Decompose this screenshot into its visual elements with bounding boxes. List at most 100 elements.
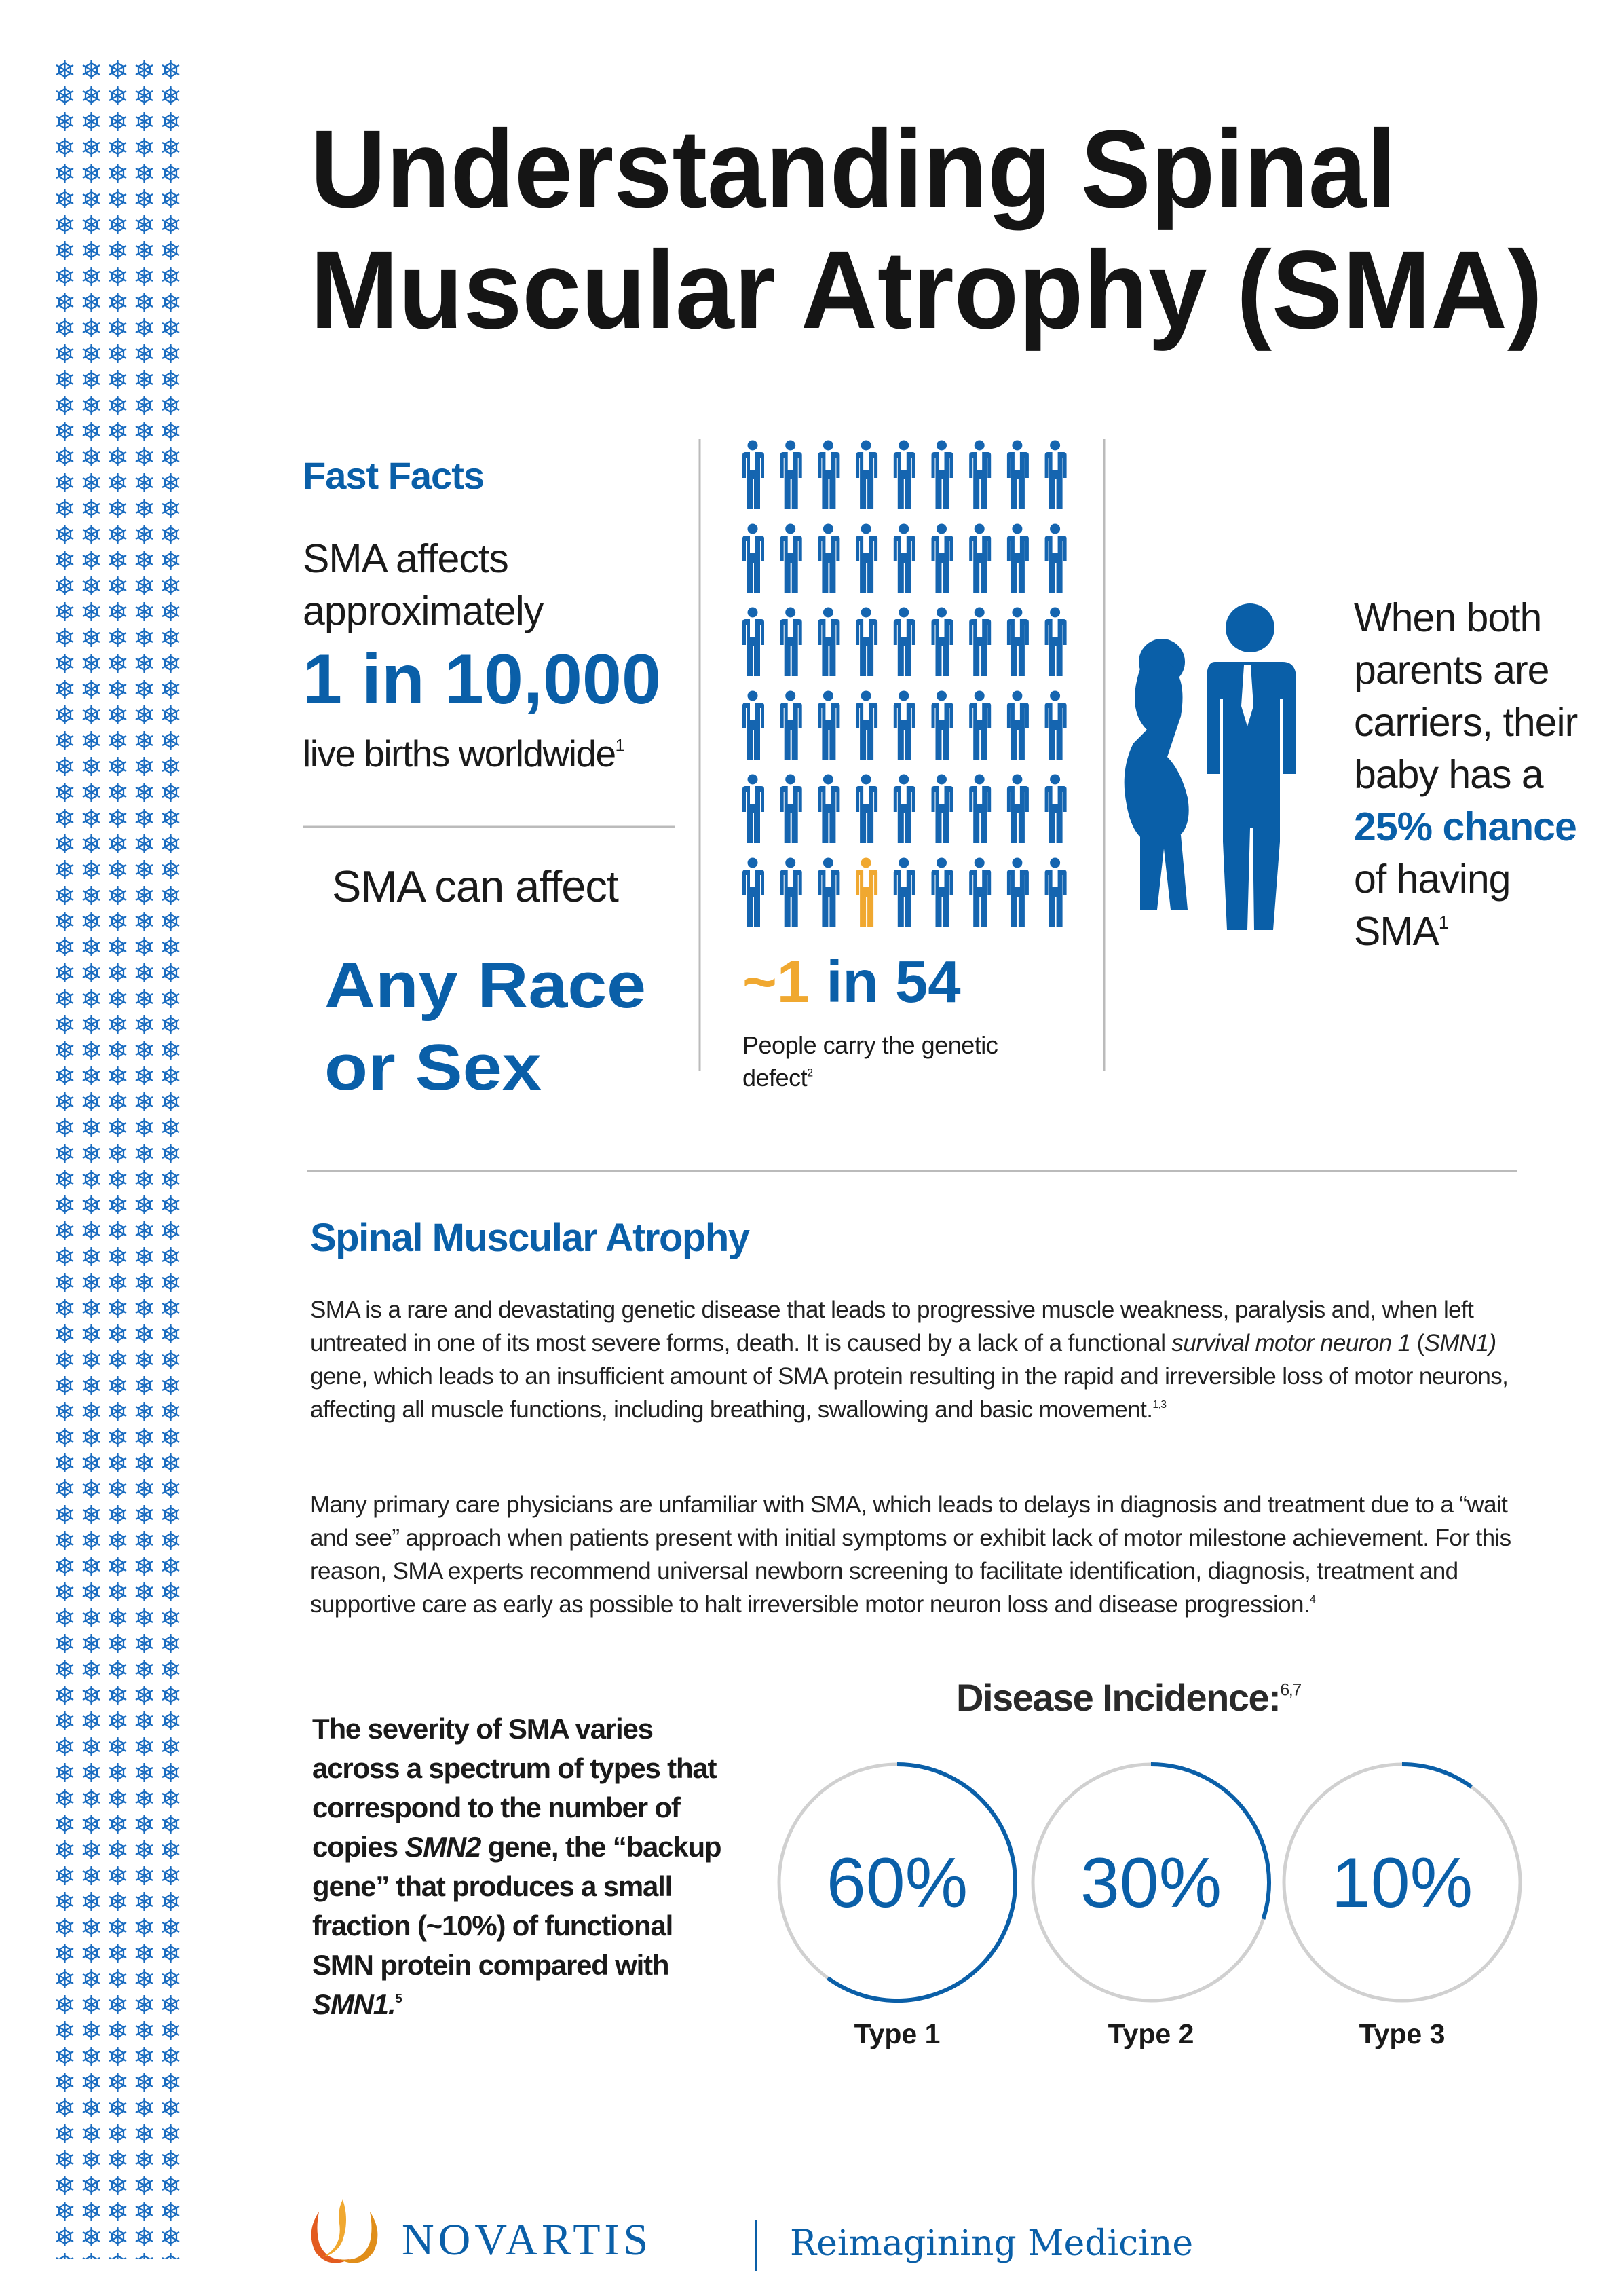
person-icon	[893, 607, 915, 676]
title-line: Muscular Atrophy (SMA)	[310, 227, 1543, 352]
logo-mark	[311, 2199, 378, 2263]
text: gene, which leads to an insufficient amo…	[310, 1363, 1509, 1423]
person-icon	[1044, 607, 1067, 676]
person-icon	[818, 690, 840, 760]
person-icon	[742, 607, 764, 676]
person-icon	[969, 690, 992, 760]
person-icon	[856, 607, 878, 676]
person-icon	[856, 523, 878, 593]
stat-highlight: ~1	[742, 949, 810, 1015]
ref: 1	[615, 737, 625, 756]
person-icon	[856, 440, 878, 509]
person-icon	[742, 523, 764, 593]
title-line: Understanding Spinal	[310, 107, 1396, 231]
text: SMN1)	[1424, 1330, 1497, 1356]
brand: NOVARTIS	[402, 2215, 653, 2265]
text: The severity of SMA varies across a spec…	[312, 1713, 717, 1863]
stat: or Sex	[324, 1031, 542, 1104]
fact-text: SMA affects approximately	[303, 533, 544, 637]
person-icon	[780, 523, 802, 593]
stat-rest: in 54	[810, 949, 960, 1015]
person-icon	[931, 607, 953, 676]
person-icon	[931, 440, 953, 509]
stat: 1 in 10,000	[303, 640, 661, 719]
person-icon	[1044, 440, 1067, 509]
pattern-strip	[52, 59, 184, 2259]
person-icon	[1044, 774, 1067, 843]
value-label: 60%	[827, 1844, 968, 1922]
person-icon	[1006, 690, 1029, 760]
person-icon	[893, 523, 915, 593]
text: Many primary care physicians are unfamil…	[310, 1491, 1511, 1618]
ring-arc	[826, 1762, 1018, 2003]
person-icon	[742, 857, 764, 927]
person-icon	[780, 607, 802, 676]
person-icon	[969, 440, 992, 509]
caption: live births worldwide	[303, 732, 616, 775]
reach-lead: SMA can affect	[332, 861, 619, 911]
value-label: 30%	[1080, 1844, 1222, 1922]
severity-text: The severity of SMA varies across a spec…	[312, 1709, 733, 2024]
parents-illustration	[1124, 603, 1296, 930]
ref: 5	[395, 1992, 402, 2006]
text: gene, the “backup gene” that produces a …	[312, 1831, 722, 1981]
person-icon	[969, 607, 992, 676]
text: survival motor neuron 1	[1171, 1330, 1412, 1356]
category-label: Type 2	[1108, 2018, 1194, 2049]
person-icon	[1044, 857, 1067, 927]
text: SMA is a rare and devastating genetic di…	[310, 1297, 1474, 1356]
person-icon	[742, 440, 764, 509]
person-icon	[818, 523, 840, 593]
category-label: Type 1	[854, 2018, 941, 2049]
person-icon	[969, 523, 992, 593]
fact-line: SMA affects	[303, 536, 509, 581]
person-icon	[1006, 523, 1029, 593]
carrier-caption: People carry the genetic defect2	[742, 1029, 1041, 1094]
person-icon	[893, 440, 915, 509]
fact-line: approximately	[303, 589, 544, 633]
person-icon	[969, 857, 992, 927]
person-icon	[856, 774, 878, 843]
text: (	[1410, 1330, 1425, 1356]
value-label: 10%	[1332, 1844, 1473, 1922]
incidence-title: Disease Incidence:6,7	[956, 1675, 1302, 1720]
stat: ~1 in 54	[742, 949, 961, 1015]
parents-text: When both parents are carriers, their ba…	[1354, 592, 1598, 958]
text: When both parents are carriers, their ba…	[1354, 595, 1578, 797]
person-icon	[931, 774, 953, 843]
tagline: Reimagining Medicine	[790, 2223, 1194, 2264]
person-icon	[1006, 774, 1029, 843]
ref: 1,3	[1152, 1398, 1167, 1411]
ref: 6,7	[1280, 1680, 1302, 1700]
person-icon	[893, 690, 915, 760]
fact-caption: live births worldwide1	[303, 732, 624, 775]
caption: People carry the genetic defect	[742, 1031, 998, 1092]
person-icon	[742, 690, 764, 760]
person-icon	[893, 774, 915, 843]
person-icon	[780, 774, 802, 843]
person-icon	[1044, 690, 1067, 760]
person-icon	[856, 857, 878, 927]
text: SMN2	[404, 1831, 481, 1863]
person-icon	[893, 857, 915, 927]
person-icon	[931, 523, 953, 593]
person-icon	[818, 857, 840, 927]
person-icon	[780, 690, 802, 760]
person-icon	[1006, 440, 1029, 509]
text: SMN1.	[312, 1988, 396, 2020]
category-label: Type 3	[1359, 2018, 1446, 2049]
incidence-chart: 60% Type 1 30% Type 2 10% Type 3	[777, 1762, 1522, 2049]
heading: Fast Facts	[303, 454, 485, 497]
ring-arc	[1150, 1762, 1271, 1920]
person-icon	[818, 440, 840, 509]
text: of having SMA	[1354, 857, 1511, 954]
person-icon	[856, 690, 878, 760]
person-icon	[818, 607, 840, 676]
ref: 4	[1310, 1593, 1316, 1605]
section-heading: Spinal Muscular Atrophy	[310, 1216, 750, 1260]
highlight: 25% chance	[1354, 804, 1577, 849]
title: Disease Incidence:	[956, 1676, 1281, 1719]
person-icon	[1006, 607, 1029, 676]
